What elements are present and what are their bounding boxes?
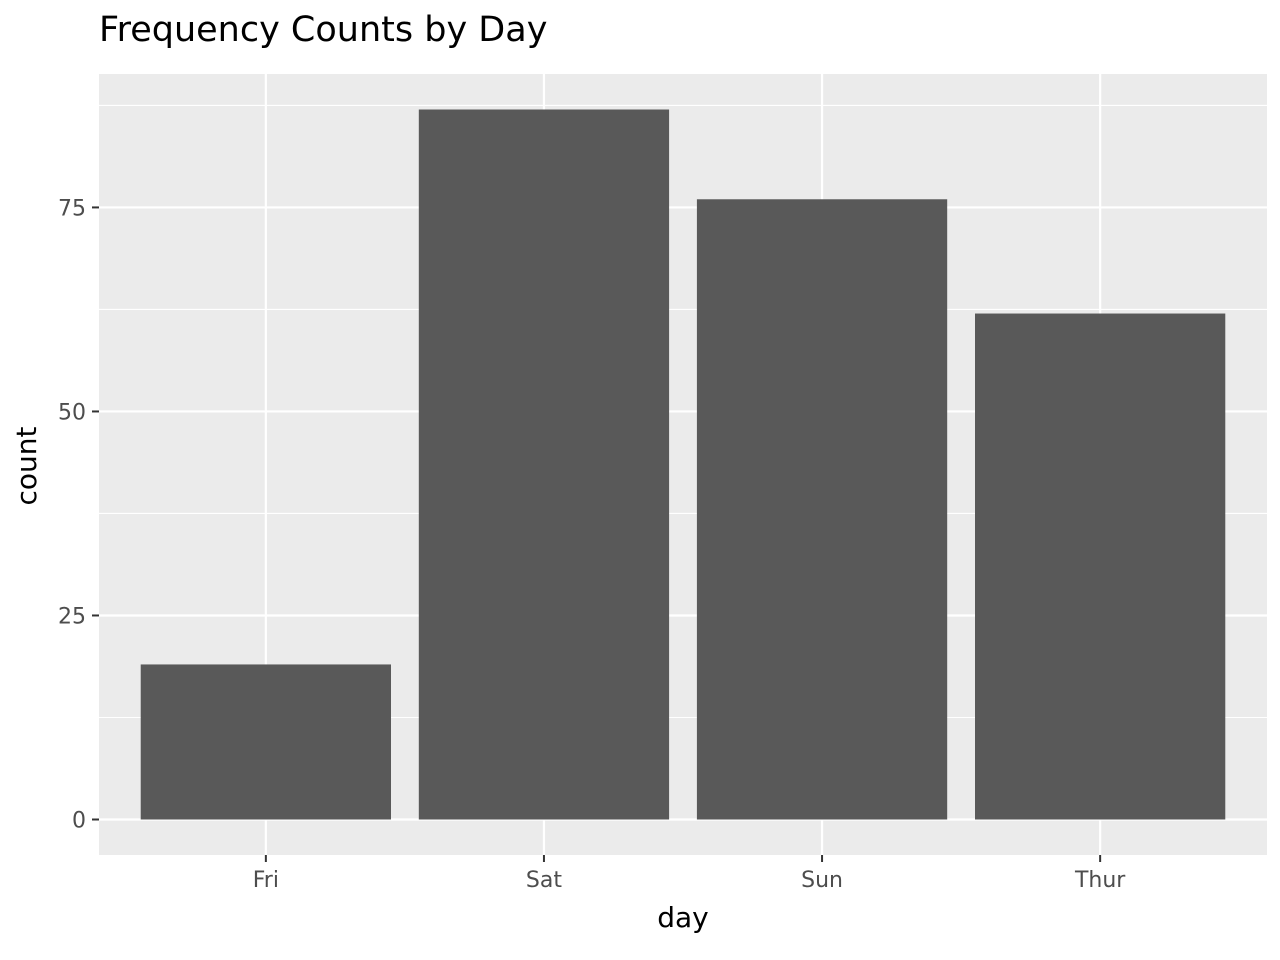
y-tick-label: 25 (58, 604, 86, 629)
bar-fri (140, 664, 391, 820)
x-tick-label: Thur (1074, 868, 1126, 893)
y-axis-label: count (10, 426, 43, 505)
y-tick-label: 75 (58, 196, 86, 221)
y-tick-label: 0 (72, 809, 86, 834)
chart-title: Frequency Counts by Day (99, 10, 547, 50)
y-axis: 0 25 50 75 (58, 196, 99, 834)
x-axis: Fri Sat Sun Thur (253, 855, 1126, 893)
bars (140, 109, 1226, 820)
bar-sun (696, 199, 948, 820)
x-tick-label: Fri (253, 868, 279, 893)
x-tick-label: Sat (526, 868, 562, 893)
bar-sat (418, 109, 670, 820)
x-tick-label: Sun (801, 868, 843, 893)
y-tick-label: 50 (58, 400, 86, 425)
x-axis-label: day (657, 901, 709, 934)
bar-thur (975, 313, 1226, 820)
